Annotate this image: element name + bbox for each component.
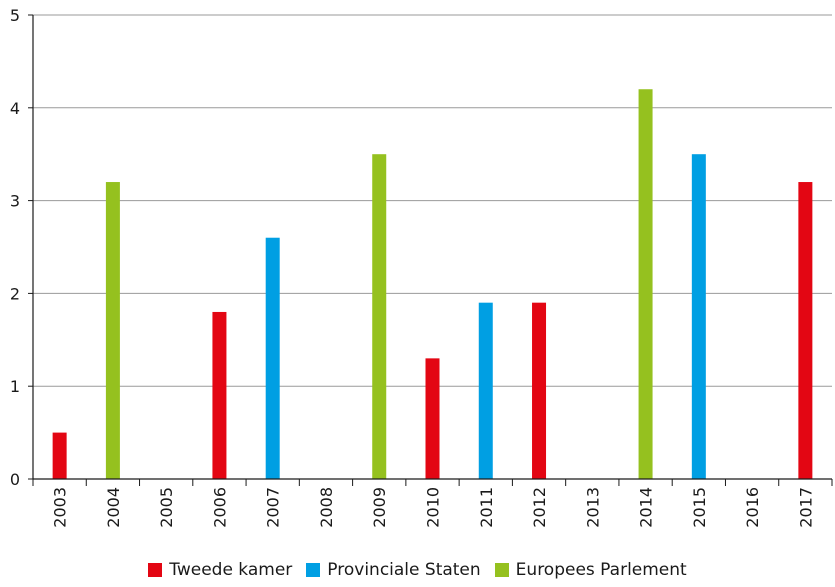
bar-2011 xyxy=(478,302,493,479)
x-tick-label: 2017 xyxy=(796,487,815,528)
legend-swatch xyxy=(306,563,321,577)
legend-item-europees-parlement: Europees Parlement xyxy=(494,560,687,580)
x-tick-label: 2014 xyxy=(637,487,656,528)
x-tick-label: 2004 xyxy=(104,487,123,528)
x-tick-label: 2016 xyxy=(743,487,762,528)
y-tick-label: 2 xyxy=(10,284,20,303)
legend-swatch xyxy=(494,563,509,577)
legend: Tweede kamer Provinciale Staten Europees… xyxy=(0,560,835,580)
x-tick-label: 2012 xyxy=(530,487,549,528)
y-tick-label: 0 xyxy=(10,470,20,489)
x-tick-label: 2015 xyxy=(690,487,709,528)
y-tick-label: 3 xyxy=(10,192,20,211)
bar-2017 xyxy=(798,182,813,480)
legend-label: Europees Parlement xyxy=(515,560,687,580)
x-tick-label: 2011 xyxy=(477,487,496,528)
gridlines xyxy=(33,14,832,387)
legend-swatch xyxy=(148,563,163,577)
y-axis-ticks: 0 1 2 3 4 5 xyxy=(10,6,33,489)
bar-2003 xyxy=(52,432,67,479)
legend-item-provinciale-staten: Provinciale Staten xyxy=(306,560,481,580)
x-tick-label: 2008 xyxy=(317,487,336,528)
bar-2007 xyxy=(265,237,280,479)
y-tick-label: 1 xyxy=(10,377,20,396)
legend-item-tweede-kamer: Tweede kamer xyxy=(148,560,292,580)
bars xyxy=(52,89,813,480)
legend-label: Tweede kamer xyxy=(169,560,293,580)
x-tick-label: 2007 xyxy=(264,487,283,528)
y-tick-label: 4 xyxy=(10,99,20,118)
x-tick-label: 2006 xyxy=(210,487,229,528)
bar-2014 xyxy=(638,89,653,480)
bar-2006 xyxy=(212,311,227,479)
x-tick-label: 2003 xyxy=(51,487,70,528)
x-tick-label: 2009 xyxy=(370,487,389,528)
axes xyxy=(32,15,832,480)
bar-2010 xyxy=(425,358,440,479)
x-axis-ticks: 2003 2004 2005 2006 2007 2008 2009 2010 2011 2012… xyxy=(32,479,833,528)
x-tick-label: 2013 xyxy=(583,487,602,528)
bar-2009 xyxy=(372,154,387,479)
bar-2015 xyxy=(691,154,706,479)
x-tick-label: 2010 xyxy=(424,487,443,528)
y-tick-label: 5 xyxy=(10,6,20,25)
legend-label: Provinciale Staten xyxy=(327,560,481,580)
bar-2004 xyxy=(105,182,120,480)
x-tick-label: 2005 xyxy=(157,487,176,528)
bar-2012 xyxy=(532,302,547,479)
